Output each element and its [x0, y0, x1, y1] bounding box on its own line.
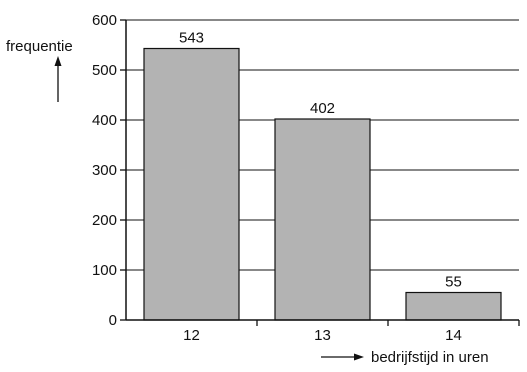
x-ticks: 12 13 14 — [183, 320, 520, 344]
bar-14 — [405, 291, 502, 321]
x-tick-label: 13 — [314, 327, 331, 344]
y-ticks: 0 100 200 300 400 500 600 — [92, 12, 126, 329]
bar-12 — [143, 47, 240, 321]
y-tick-label: 200 — [92, 212, 117, 229]
y-tick-label: 400 — [92, 112, 117, 129]
data-labels: 543 402 55 — [179, 30, 462, 291]
data-label-13: 402 — [310, 100, 335, 117]
x-axis-arrow-icon — [321, 353, 364, 361]
y-axis-arrow-icon — [54, 56, 62, 102]
x-tick-label: 14 — [445, 327, 462, 344]
y-tick-label: 0 — [109, 312, 117, 329]
y-tick-label: 600 — [92, 12, 117, 29]
bars — [143, 47, 502, 321]
data-label-12: 543 — [179, 30, 204, 47]
x-tick-label: 12 — [183, 327, 200, 344]
y-tick-label: 100 — [92, 262, 117, 279]
data-label-14: 55 — [445, 274, 462, 291]
y-tick-label: 300 — [92, 162, 117, 179]
x-axis-label: bedrijfstijd in uren — [371, 349, 489, 366]
bar-13 — [274, 118, 371, 321]
y-axis-label: frequentie — [6, 38, 73, 55]
y-tick-label: 500 — [92, 62, 117, 79]
